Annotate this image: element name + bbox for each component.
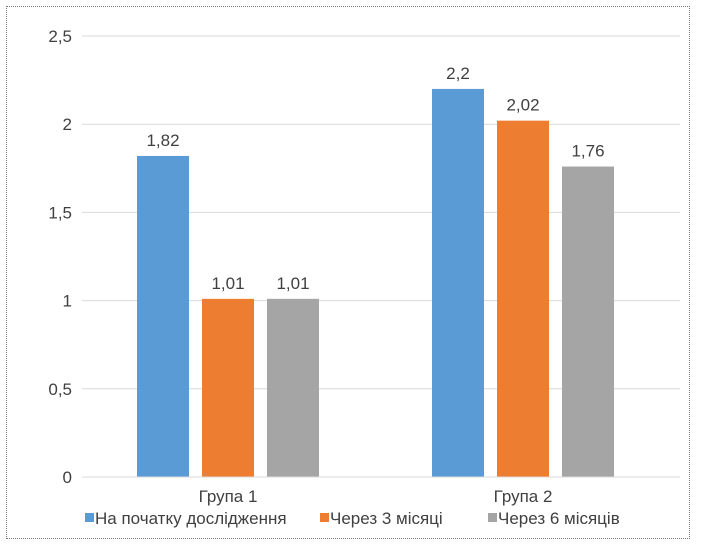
data-label: 1,82	[146, 131, 179, 150]
bar	[497, 120, 549, 477]
bar	[202, 298, 254, 477]
data-label: 1,01	[276, 274, 309, 293]
x-category-label: Група 2	[494, 487, 553, 506]
data-label: 1,76	[571, 142, 604, 161]
bar	[137, 155, 189, 477]
data-label: 1,01	[211, 274, 244, 293]
data-label: 2,02	[506, 96, 539, 115]
legend-label: На початку дослідження	[95, 509, 287, 528]
legend-swatch	[320, 513, 329, 522]
x-category-label: Група 1	[199, 487, 258, 506]
bar	[562, 166, 614, 477]
y-tick-label: 1,5	[48, 203, 72, 222]
bar	[267, 298, 319, 477]
data-label: 2,2	[446, 64, 470, 83]
y-tick-label: 2,5	[48, 27, 72, 46]
legend-label: Через 6 місяців	[498, 509, 620, 528]
y-tick-label: 1	[63, 292, 72, 311]
y-tick-label: 0,5	[48, 380, 72, 399]
legend-label: Через 3 місяці	[330, 509, 443, 528]
bar	[432, 88, 484, 478]
y-tick-label: 2	[63, 115, 72, 134]
y-tick-label: 0	[63, 468, 72, 487]
legend-swatch	[85, 513, 94, 522]
legend-swatch	[488, 513, 497, 522]
